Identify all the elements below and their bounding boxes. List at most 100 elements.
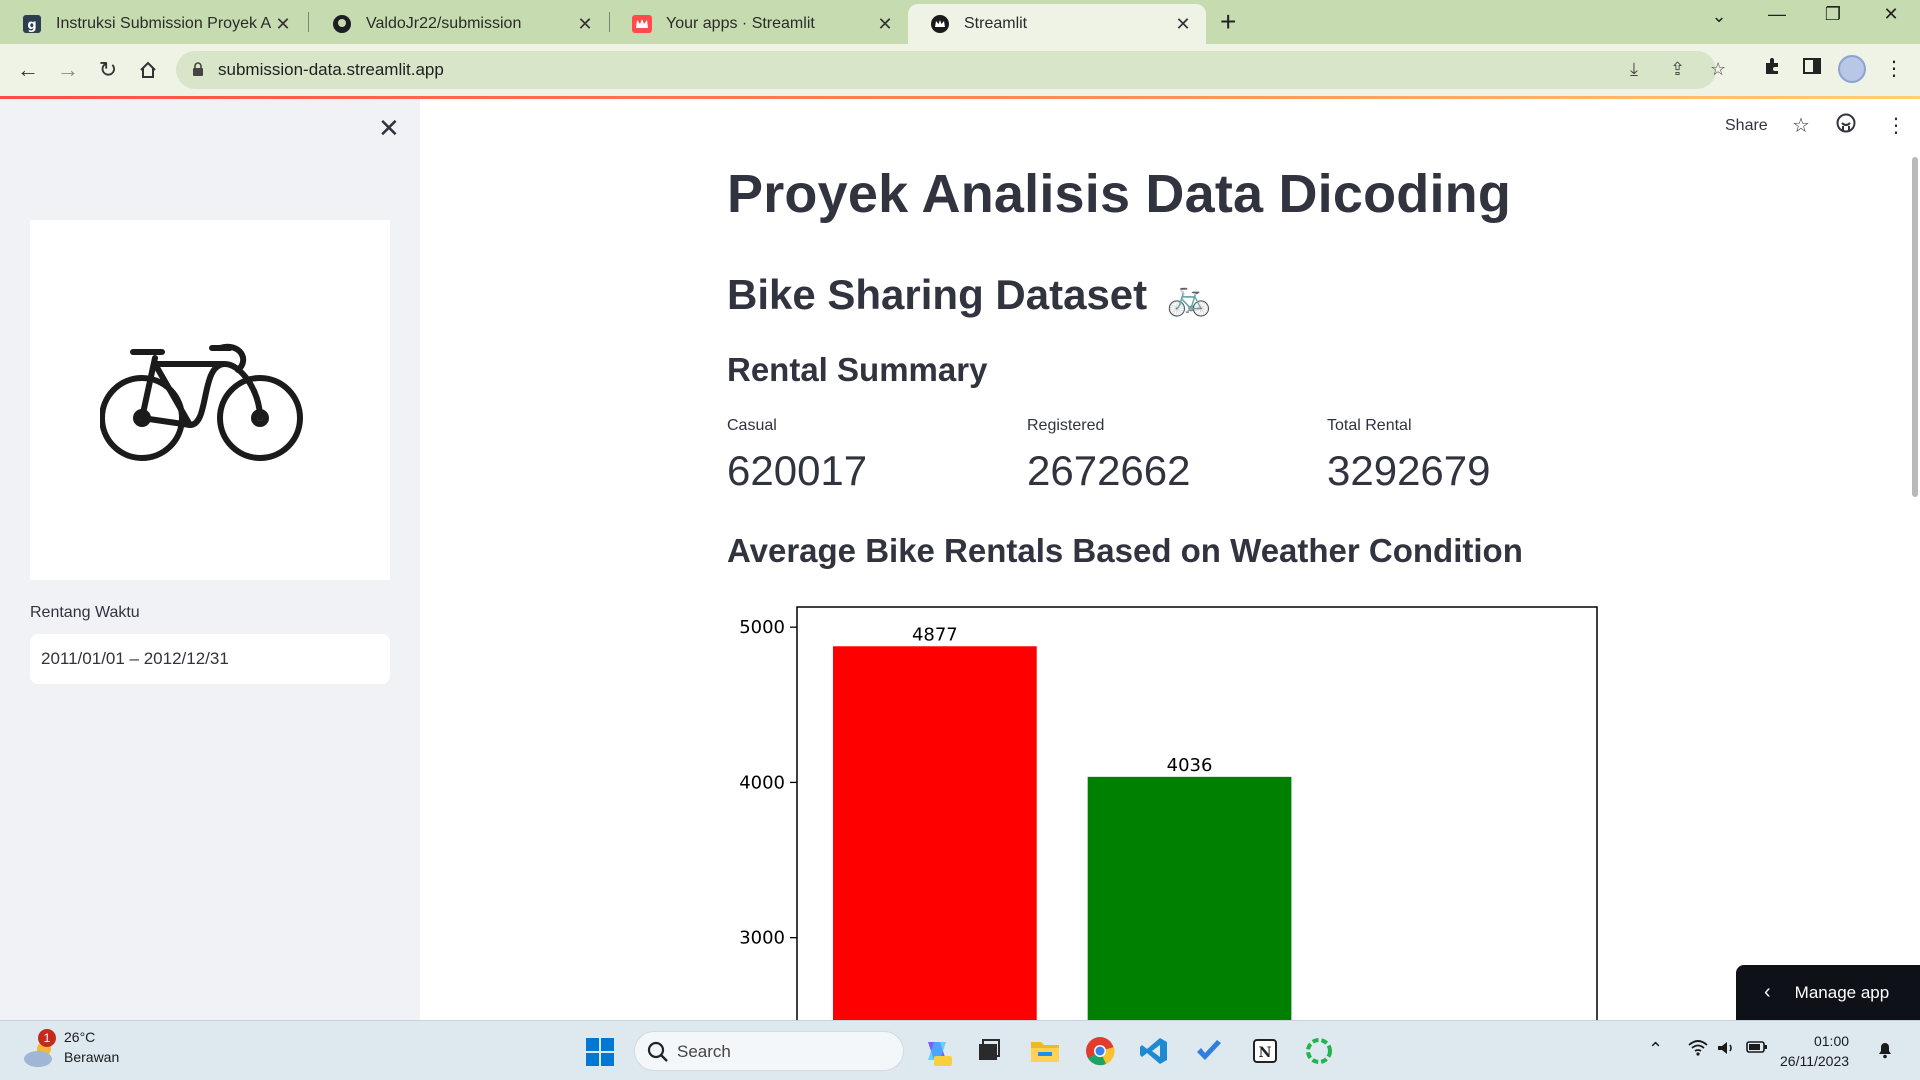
dataset-heading-text: Bike Sharing Dataset bbox=[727, 271, 1148, 318]
close-tab-icon[interactable]: ✕ bbox=[275, 13, 291, 34]
weather-chart-heading: Average Bike Rentals Based on Weather Co… bbox=[727, 532, 1523, 569]
bicycle-icon bbox=[100, 343, 303, 461]
github-icon[interactable] bbox=[1836, 113, 1856, 139]
clock-time: 01:00 bbox=[1813, 1033, 1850, 1049]
streamlit-crown-icon bbox=[632, 14, 652, 34]
manage-app-label: Manage app bbox=[1794, 982, 1890, 1002]
sidebar-logo-image bbox=[30, 220, 390, 580]
browser-menu-icon[interactable]: ⋮ bbox=[1884, 58, 1904, 80]
date-range-input[interactable]: 2011/01/01 – 2012/12/31 bbox=[30, 634, 390, 684]
wifi-icon[interactable] bbox=[1688, 1039, 1708, 1062]
bicycle-emoji-icon: 🚲 bbox=[1166, 276, 1212, 317]
tab-title: Your apps · Streamlit bbox=[666, 15, 815, 32]
weather-widget[interactable]: 1 26°C Berawan bbox=[22, 1029, 142, 1073]
system-clock[interactable]: 01:00 26/11/2023 bbox=[1780, 1031, 1849, 1071]
bar-value-label: 4877 bbox=[912, 624, 958, 645]
restore-icon[interactable]: ❐ bbox=[1824, 4, 1842, 24]
taskbar-search[interactable]: Search bbox=[634, 1031, 904, 1071]
windows-taskbar: 1 26°C Berawan Search N ⌃ 0 bbox=[0, 1020, 1920, 1080]
copilot-icon[interactable] bbox=[920, 1034, 954, 1068]
weather-bar-chart: 2000300040005000487740361803 bbox=[739, 606, 1598, 1020]
close-tab-icon[interactable]: ✕ bbox=[877, 13, 893, 34]
streamlit-icon bbox=[930, 14, 950, 34]
vscode-icon[interactable] bbox=[1137, 1034, 1171, 1068]
back-icon[interactable]: ← bbox=[17, 57, 39, 82]
close-tab-icon[interactable]: ✕ bbox=[1175, 13, 1191, 34]
notification-bell-icon[interactable] bbox=[1876, 1039, 1894, 1064]
close-sidebar-icon[interactable]: ✕ bbox=[378, 113, 400, 143]
share-button[interactable]: Share bbox=[1725, 117, 1768, 134]
home-icon[interactable] bbox=[132, 54, 164, 86]
weather-temp: 26°C bbox=[64, 1029, 96, 1045]
metric-casual: Casual 620017 bbox=[727, 417, 1007, 495]
search-label: Search bbox=[677, 1042, 731, 1061]
side-panel-icon[interactable] bbox=[1802, 56, 1822, 82]
app-menu-icon[interactable]: ⋮ bbox=[1886, 115, 1906, 137]
chrome-icon[interactable] bbox=[1083, 1034, 1117, 1068]
extensions-icon[interactable] bbox=[1762, 56, 1782, 82]
new-tab-icon[interactable]: + bbox=[1220, 6, 1237, 37]
metric-label: Casual bbox=[727, 417, 777, 434]
url-text: submission-data.streamlit.app bbox=[218, 60, 444, 79]
lock-icon[interactable] bbox=[192, 62, 204, 82]
app-main: Share ☆ ⋮ Proyek Analisis Data Dicoding … bbox=[420, 99, 1920, 1020]
github-icon bbox=[332, 14, 352, 34]
tab-search-chevron-icon[interactable]: ⌄ bbox=[1711, 6, 1727, 26]
battery-icon[interactable] bbox=[1746, 1039, 1768, 1060]
metric-value: 2672662 bbox=[1027, 447, 1191, 494]
svg-text:g: g bbox=[27, 18, 36, 33]
dicoding-icon: g bbox=[22, 14, 42, 34]
scrollbar[interactable] bbox=[1912, 157, 1918, 497]
profile-avatar[interactable] bbox=[1838, 55, 1866, 83]
chart-bar bbox=[1087, 776, 1292, 1020]
share-page-icon[interactable]: ⇪ bbox=[1670, 59, 1686, 79]
date-range-label: Rentang Waktu bbox=[30, 604, 140, 621]
y-tick-label: 5000 bbox=[739, 617, 785, 638]
todo-icon[interactable] bbox=[1192, 1034, 1226, 1068]
weather-desc: Berawan bbox=[64, 1049, 120, 1065]
metric-label: Total Rental bbox=[1327, 417, 1412, 434]
star-icon[interactable]: ☆ bbox=[1792, 115, 1810, 137]
rental-summary-heading: Rental Summary bbox=[727, 351, 988, 388]
close-tab-icon[interactable]: ✕ bbox=[577, 13, 593, 34]
address-bar[interactable]: submission-data.streamlit.app ⤓ ⇪ ☆ bbox=[176, 51, 1726, 89]
page-load-indicator bbox=[0, 96, 1920, 99]
browser-tab-strip: g Instruksi Submission Proyek Ana ✕ Vald… bbox=[0, 0, 1920, 44]
windows-start-icon[interactable] bbox=[586, 1038, 614, 1066]
minimize-icon[interactable]: — bbox=[1768, 4, 1786, 24]
notification-badge: 1 bbox=[38, 1029, 56, 1047]
metric-total-rental: Total Rental 3292679 bbox=[1327, 417, 1607, 495]
tab-your-apps[interactable]: Your apps · Streamlit ✕ bbox=[610, 4, 908, 44]
metric-value: 3292679 bbox=[1327, 447, 1491, 494]
chevron-left-icon: ‹ bbox=[1764, 981, 1771, 1003]
tab-github[interactable]: ValdoJr22/submission ✕ bbox=[310, 4, 608, 44]
y-tick-label: 3000 bbox=[739, 928, 785, 949]
clock-date: 26/11/2023 bbox=[1780, 1053, 1850, 1069]
svg-text:N: N bbox=[1259, 1045, 1272, 1061]
forward-icon[interactable]: → bbox=[57, 57, 79, 82]
search-icon bbox=[647, 1041, 669, 1068]
y-tick-label: 4000 bbox=[739, 772, 785, 793]
bar-value-label: 4036 bbox=[1167, 755, 1213, 776]
app-ring-icon[interactable] bbox=[1302, 1034, 1336, 1068]
metric-registered: Registered 2672662 bbox=[1027, 417, 1307, 495]
tab-instruksi[interactable]: g Instruksi Submission Proyek Ana ✕ bbox=[0, 4, 306, 44]
reload-icon[interactable]: ↻ bbox=[98, 57, 118, 82]
install-app-icon[interactable]: ⤓ bbox=[1630, 59, 1638, 79]
browser-toolbar: ← → ↻ submission-data.streamlit.app ⤓ ⇪ … bbox=[0, 44, 1920, 96]
dataset-heading: Bike Sharing Dataset 🚲 bbox=[727, 271, 1212, 319]
bookmark-star-icon[interactable]: ☆ bbox=[1710, 59, 1727, 79]
tab-title: ValdoJr22/submission bbox=[366, 15, 522, 32]
volume-icon[interactable] bbox=[1716, 1039, 1736, 1062]
show-hidden-icons-chevron-icon[interactable]: ⌃ bbox=[1648, 1039, 1664, 1059]
notion-icon[interactable]: N bbox=[1248, 1034, 1282, 1068]
file-explorer-icon[interactable] bbox=[1028, 1034, 1062, 1068]
tab-streamlit[interactable]: Streamlit ✕ bbox=[908, 4, 1206, 44]
chart-bar bbox=[833, 646, 1037, 1020]
metric-value: 620017 bbox=[727, 447, 868, 494]
tab-title: Streamlit bbox=[964, 15, 1028, 32]
manage-app-button[interactable]: ‹ Manage app bbox=[1736, 965, 1920, 1020]
close-window-icon[interactable]: ✕ bbox=[1883, 4, 1899, 24]
task-view-icon[interactable] bbox=[972, 1034, 1006, 1068]
tab-divider bbox=[308, 12, 309, 32]
